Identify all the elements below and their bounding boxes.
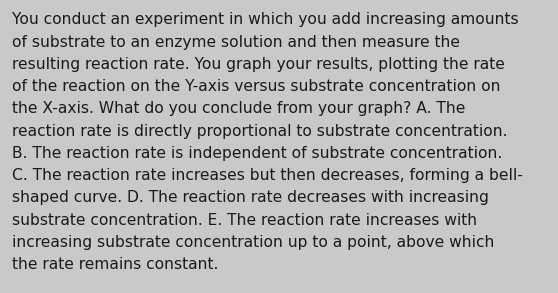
Text: the X-axis. What do you conclude from your graph? A. The: the X-axis. What do you conclude from yo… (12, 101, 465, 116)
Text: the rate remains constant.: the rate remains constant. (12, 257, 219, 272)
Text: shaped curve. D. The reaction rate decreases with increasing: shaped curve. D. The reaction rate decre… (12, 190, 489, 205)
Text: resulting reaction rate. You graph your results, plotting the rate: resulting reaction rate. You graph your … (12, 57, 505, 72)
Text: C. The reaction rate increases but then decreases, forming a bell-: C. The reaction rate increases but then … (12, 168, 523, 183)
Text: B. The reaction rate is independent of substrate concentration.: B. The reaction rate is independent of s… (12, 146, 503, 161)
Text: of the reaction on the Y-axis versus substrate concentration on: of the reaction on the Y-axis versus sub… (12, 79, 501, 94)
Text: You conduct an experiment in which you add increasing amounts: You conduct an experiment in which you a… (12, 12, 519, 27)
Text: reaction rate is directly proportional to substrate concentration.: reaction rate is directly proportional t… (12, 124, 508, 139)
Text: increasing substrate concentration up to a point, above which: increasing substrate concentration up to… (12, 235, 494, 250)
Text: of substrate to an enzyme solution and then measure the: of substrate to an enzyme solution and t… (12, 35, 460, 50)
Text: substrate concentration. E. The reaction rate increases with: substrate concentration. E. The reaction… (12, 213, 478, 228)
